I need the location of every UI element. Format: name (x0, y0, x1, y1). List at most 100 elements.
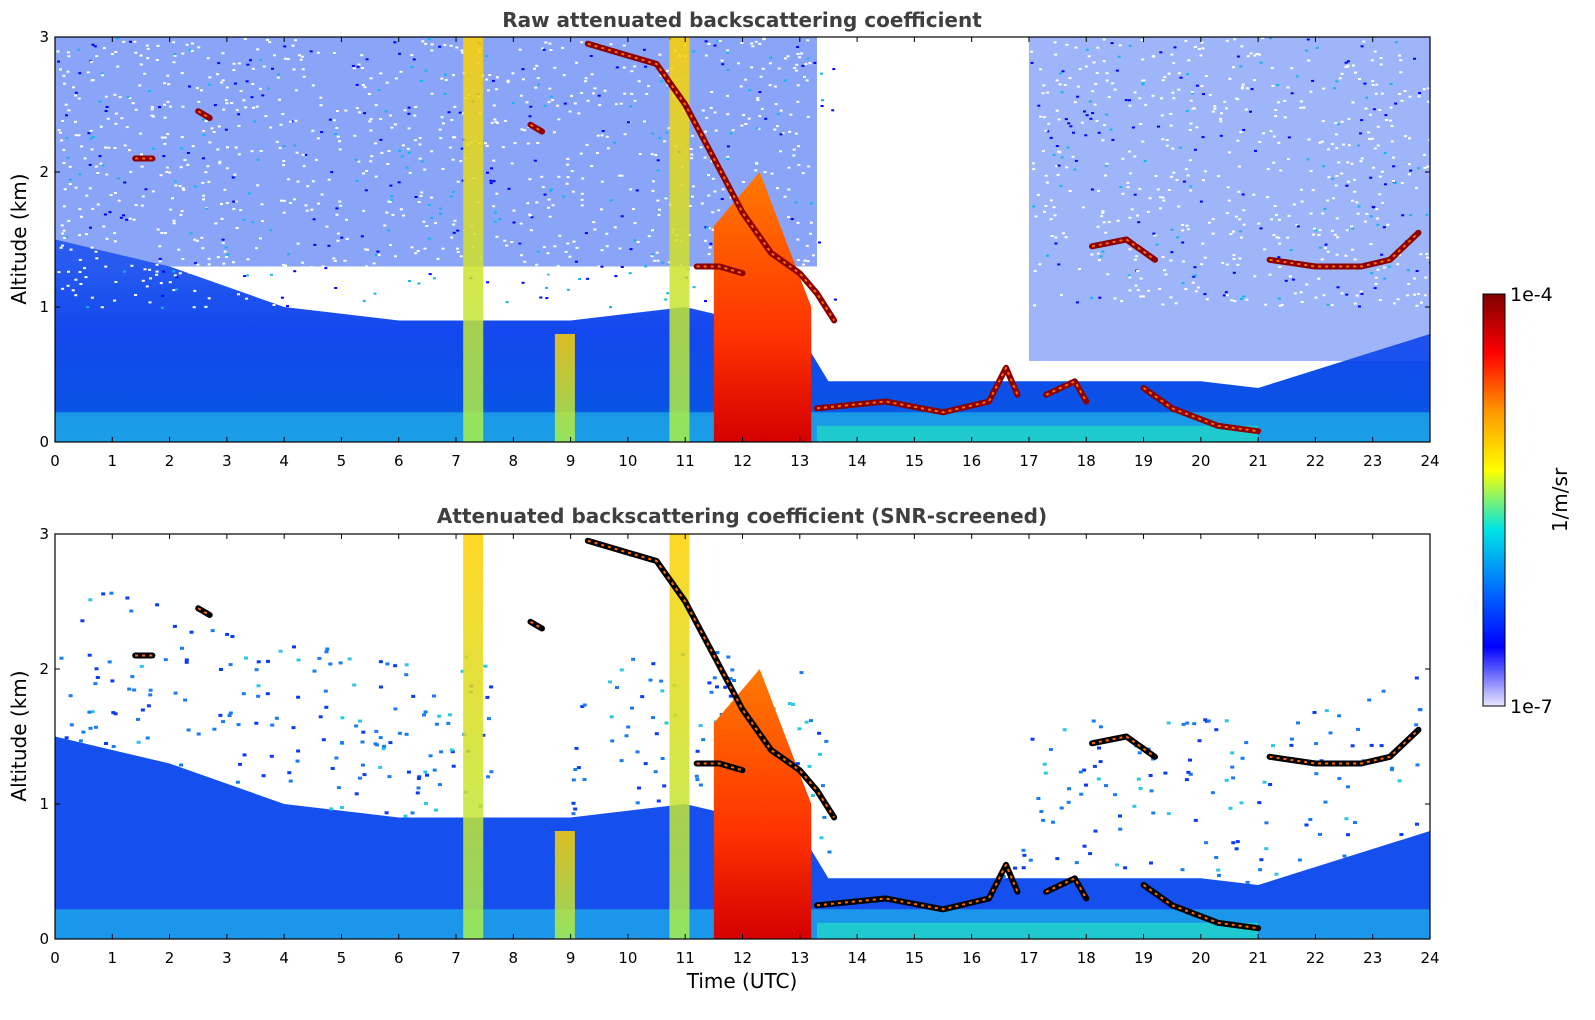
screened-patch (352, 683, 357, 687)
noise-speckle (526, 202, 530, 205)
noise-speckle (221, 241, 225, 244)
aerosol-plume (669, 37, 690, 442)
noise-speckle (1286, 236, 1290, 239)
x-tick-label: 7 (451, 949, 461, 967)
x-tick-label: 11 (676, 452, 695, 470)
noise-speckle (385, 81, 389, 84)
noise-speckle (1115, 69, 1119, 72)
noise-speckle (620, 174, 624, 177)
noise-speckle (292, 68, 296, 71)
noise-speckle (1191, 281, 1195, 284)
noise-speckle (1193, 274, 1197, 277)
screened-patch (296, 749, 301, 753)
noise-speckle (820, 105, 824, 107)
noise-speckle (441, 122, 445, 125)
noise-speckle (139, 63, 143, 66)
noise-speckle (1400, 182, 1404, 184)
noise-speckle (1076, 95, 1080, 98)
noise-speckle (432, 277, 436, 280)
noise-speckle (1346, 161, 1350, 164)
noise-speckle (436, 257, 440, 260)
noise-speckle (387, 299, 390, 302)
noise-speckle (1374, 282, 1378, 285)
noise-speckle (386, 163, 390, 165)
screened-patch (93, 725, 98, 729)
noise-speckle (543, 104, 547, 107)
noise-speckle (143, 268, 147, 271)
noise-speckle (421, 40, 425, 43)
screened-patch (385, 662, 390, 666)
noise-speckle (417, 282, 421, 285)
noise-speckle (707, 42, 711, 45)
screened-patch (148, 693, 153, 697)
noise-speckle (166, 166, 170, 169)
noise-speckle (1351, 199, 1354, 202)
noise-speckle (1233, 300, 1237, 303)
noise-speckle (259, 237, 262, 240)
noise-speckle (1081, 206, 1085, 209)
noise-speckle (1327, 176, 1331, 179)
noise-speckle (1161, 196, 1165, 199)
noise-speckle (413, 139, 417, 142)
noise-speckle (405, 166, 409, 169)
screened-patch (1062, 728, 1067, 732)
noise-speckle (1382, 226, 1386, 229)
noise-speckle (263, 284, 267, 286)
noise-speckle (1200, 41, 1204, 44)
noise-speckle (259, 87, 262, 90)
noise-speckle (1050, 235, 1054, 237)
noise-speckle (451, 158, 455, 161)
cloud-layer-halo (816, 366, 1019, 414)
screened-patch (1415, 763, 1420, 767)
noise-speckle (519, 306, 523, 309)
screened-patch (324, 705, 329, 709)
noise-speckle (300, 55, 304, 58)
screened-patch (347, 657, 352, 661)
noise-speckle (143, 72, 147, 75)
screened-panel: Attenuated backscattering coefficient (S… (7, 504, 1440, 993)
noise-speckle (490, 268, 494, 271)
y-tick-label: 3 (39, 525, 49, 543)
noise-speckle (1060, 294, 1063, 297)
noise-speckle (501, 270, 505, 273)
noise-speckle (172, 270, 176, 273)
screened-patch (608, 680, 612, 684)
noise-speckle (1058, 72, 1062, 75)
noise-speckle (609, 306, 613, 309)
noise-speckle (758, 115, 762, 118)
noise-speckle (826, 283, 829, 286)
noise-speckle (1102, 38, 1106, 41)
screened-patch (227, 714, 232, 717)
screened-patch (809, 719, 813, 723)
noise-speckle (294, 39, 297, 42)
screened-patch (434, 808, 439, 812)
noise-speckle (1225, 39, 1229, 42)
screened-patch (573, 807, 578, 811)
screened-patch (1245, 880, 1250, 884)
noise-speckle (173, 274, 177, 277)
x-tick-label: 3 (222, 949, 232, 967)
cloud-layer-halo (197, 607, 211, 616)
noise-speckle (158, 260, 162, 263)
noise-speckle (393, 41, 397, 44)
noise-speckle (1335, 253, 1339, 256)
noise-speckle (488, 301, 492, 303)
noise-speckle (1175, 179, 1179, 181)
noise-speckle (1213, 107, 1217, 110)
noise-speckle (128, 217, 132, 220)
screened-patch (1149, 789, 1154, 793)
cloud-layer-halo (529, 123, 543, 133)
noise-speckle (570, 94, 573, 97)
noise-speckle (216, 148, 220, 151)
screened-patch (334, 756, 339, 760)
noise-speckle (699, 146, 703, 149)
noise-speckle (78, 208, 82, 211)
noise-speckle (443, 44, 447, 46)
screened-patch (1204, 841, 1209, 845)
noise-speckle (1219, 134, 1223, 137)
noise-speckle (593, 87, 597, 90)
noise-speckle (201, 247, 205, 250)
noise-speckle (1347, 118, 1351, 121)
noise-speckle (1287, 214, 1291, 217)
noise-speckle (1275, 236, 1279, 239)
